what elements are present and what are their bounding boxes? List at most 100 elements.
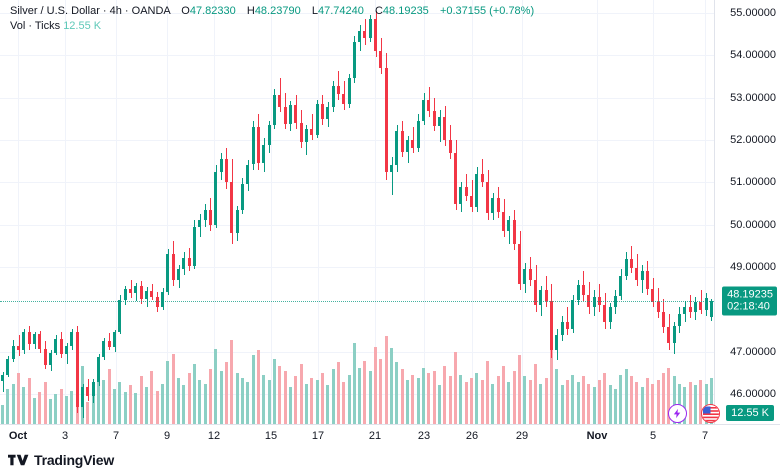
volume-bar (177, 378, 180, 424)
candle-body (677, 313, 681, 327)
candle-body (571, 300, 575, 329)
candle-body (320, 103, 324, 119)
candle-body (272, 95, 276, 126)
candle-body (432, 111, 436, 127)
candle-body (177, 269, 180, 280)
candle-body (198, 219, 202, 227)
volume-bar (166, 360, 170, 424)
candle-body (91, 382, 95, 397)
candle-body (107, 341, 111, 347)
candle-body (251, 127, 255, 165)
candle-wick (131, 279, 132, 298)
volume-bar (677, 383, 681, 424)
volume-bar (512, 371, 516, 424)
candle-body (219, 159, 223, 172)
volume-bar (363, 360, 367, 424)
tradingview-logo[interactable]: TradingView (8, 452, 114, 468)
candle-body (347, 78, 351, 104)
gridline-vertical (597, 0, 598, 424)
candle-body (448, 139, 452, 154)
candle-body (427, 99, 431, 112)
volume-bar (645, 378, 649, 424)
candle-body (629, 258, 633, 268)
candle-body (299, 122, 303, 143)
candle-body (667, 327, 671, 344)
volume-bar (427, 372, 431, 424)
candle-body (379, 50, 383, 68)
volume-bar (278, 365, 282, 424)
candle-body (113, 331, 117, 347)
candle-body (294, 105, 298, 123)
volume-bar (6, 388, 10, 424)
candle-body (49, 352, 53, 365)
volume-bar (576, 381, 580, 424)
volume-bar (406, 380, 410, 424)
volume-bar (470, 378, 474, 424)
candle-body (651, 289, 655, 302)
gridline-horizontal (0, 225, 714, 226)
volume-bar (145, 387, 149, 424)
candle-body (438, 116, 442, 127)
volume-bar (155, 390, 159, 424)
volume-bar (661, 372, 665, 424)
candle-body (555, 334, 559, 350)
candle-body (486, 182, 490, 213)
volume-badge: 12.55 K (726, 405, 774, 421)
candle-body (368, 19, 372, 39)
candle-body (411, 139, 415, 148)
lightning-bolt-icon[interactable] (668, 404, 687, 423)
volume-bar (603, 372, 607, 424)
price-axis[interactable]: 55.00000 54.00000 53.00000 52.00000 51.00000… (714, 0, 780, 424)
volume-bar (54, 394, 58, 424)
volume-bar (491, 383, 495, 424)
volume-bar (502, 365, 506, 424)
candle-body (187, 257, 191, 267)
chart-plot-area[interactable] (0, 0, 714, 424)
volume-bar (667, 367, 671, 424)
volume-bar (214, 349, 218, 424)
volume-bar (331, 369, 335, 424)
candle-body (1, 375, 5, 381)
candle-body (624, 258, 628, 276)
volume-bar (352, 343, 356, 424)
candle-body (560, 322, 564, 335)
volume-bar (432, 371, 436, 424)
candle-body (699, 301, 703, 310)
volume-bar (262, 374, 266, 424)
volume-bar (139, 375, 143, 424)
time-axis-tick: 7 (701, 430, 709, 442)
gridline-horizontal (0, 140, 714, 141)
volume-bar (299, 364, 303, 424)
candle-body (502, 212, 506, 232)
candle-body (33, 334, 37, 345)
volume-bar (310, 378, 314, 424)
candle-body (134, 286, 138, 293)
volume-bar (528, 380, 532, 424)
candle-wick (690, 294, 691, 318)
volume-bar (539, 383, 543, 424)
candle-body (443, 116, 447, 140)
time-axis[interactable]: Oct 3 7 9 12 15 17 21 23 26 29 Nov 5 7 (0, 424, 780, 450)
price-axis-tick: 49.00000 (730, 261, 776, 274)
volume-bar (464, 381, 468, 424)
candle-body (235, 209, 239, 234)
candle-body (81, 386, 85, 408)
volume-bar (640, 387, 644, 424)
us-flag-icon[interactable] (701, 404, 720, 423)
candle-body (331, 85, 335, 107)
volume-bar (459, 374, 463, 424)
volume-bar (597, 380, 601, 424)
volume-bar (507, 381, 511, 424)
time-axis-tick: 26 (465, 430, 479, 442)
volume-bar (187, 372, 191, 424)
candle-body (161, 291, 164, 308)
candle-body (59, 339, 63, 355)
volume-bar (326, 385, 330, 424)
candle-wick (567, 307, 568, 335)
candle-body (262, 145, 266, 164)
candle-body (475, 173, 479, 207)
current-price-badge[interactable]: 48.19235 02:18:40 (722, 286, 777, 316)
volume-bar (198, 380, 202, 424)
candle-body (224, 159, 228, 183)
candle-body (38, 334, 42, 349)
